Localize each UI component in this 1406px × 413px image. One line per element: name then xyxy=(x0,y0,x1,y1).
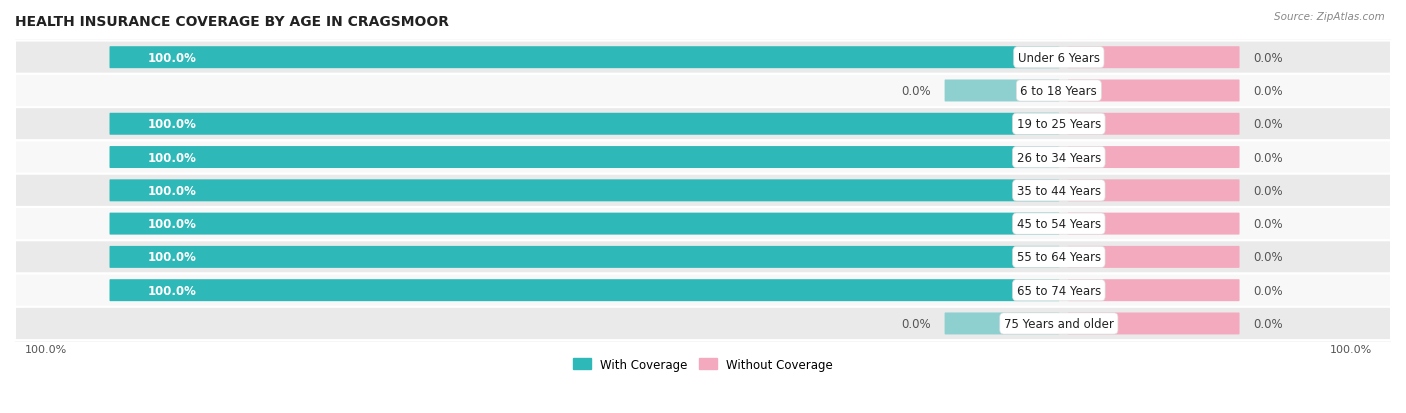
Text: 55 to 64 Years: 55 to 64 Years xyxy=(1017,251,1101,264)
Text: 100.0%: 100.0% xyxy=(24,344,66,354)
FancyBboxPatch shape xyxy=(1069,47,1240,69)
Text: Under 6 Years: Under 6 Years xyxy=(1018,52,1099,64)
Text: 100.0%: 100.0% xyxy=(1330,344,1372,354)
Text: 0.0%: 0.0% xyxy=(1253,118,1284,131)
FancyBboxPatch shape xyxy=(110,147,1059,169)
Text: 6 to 18 Years: 6 to 18 Years xyxy=(1021,85,1097,98)
Text: 0.0%: 0.0% xyxy=(1253,85,1284,98)
Text: 100.0%: 100.0% xyxy=(148,251,197,264)
Legend: With Coverage, Without Coverage: With Coverage, Without Coverage xyxy=(568,353,838,375)
Text: 0.0%: 0.0% xyxy=(1253,317,1284,330)
FancyBboxPatch shape xyxy=(110,180,1059,202)
FancyBboxPatch shape xyxy=(1069,114,1240,135)
Text: Source: ZipAtlas.com: Source: ZipAtlas.com xyxy=(1274,12,1385,22)
Text: 0.0%: 0.0% xyxy=(1253,184,1284,197)
FancyBboxPatch shape xyxy=(15,41,1391,75)
Text: 100.0%: 100.0% xyxy=(148,284,197,297)
FancyBboxPatch shape xyxy=(15,75,1391,108)
Text: 0.0%: 0.0% xyxy=(1253,218,1284,230)
Text: 100.0%: 100.0% xyxy=(148,218,197,230)
FancyBboxPatch shape xyxy=(1069,213,1240,235)
FancyBboxPatch shape xyxy=(15,174,1391,207)
FancyBboxPatch shape xyxy=(15,274,1391,307)
FancyBboxPatch shape xyxy=(1069,313,1240,335)
FancyBboxPatch shape xyxy=(1069,147,1240,169)
Text: 45 to 54 Years: 45 to 54 Years xyxy=(1017,218,1101,230)
FancyBboxPatch shape xyxy=(945,80,1059,102)
FancyBboxPatch shape xyxy=(110,47,1059,69)
Text: 65 to 74 Years: 65 to 74 Years xyxy=(1017,284,1101,297)
Text: 26 to 34 Years: 26 to 34 Years xyxy=(1017,151,1101,164)
FancyBboxPatch shape xyxy=(15,141,1391,174)
Text: 0.0%: 0.0% xyxy=(1253,151,1284,164)
FancyBboxPatch shape xyxy=(1069,246,1240,268)
FancyBboxPatch shape xyxy=(15,241,1391,274)
FancyBboxPatch shape xyxy=(110,246,1059,268)
Text: 0.0%: 0.0% xyxy=(901,317,931,330)
Text: 0.0%: 0.0% xyxy=(1253,52,1284,64)
Text: 100.0%: 100.0% xyxy=(148,151,197,164)
Text: 35 to 44 Years: 35 to 44 Years xyxy=(1017,184,1101,197)
FancyBboxPatch shape xyxy=(1069,280,1240,301)
FancyBboxPatch shape xyxy=(110,280,1059,301)
Text: 19 to 25 Years: 19 to 25 Years xyxy=(1017,118,1101,131)
Text: 100.0%: 100.0% xyxy=(148,52,197,64)
Text: 0.0%: 0.0% xyxy=(1253,284,1284,297)
FancyBboxPatch shape xyxy=(1069,80,1240,102)
FancyBboxPatch shape xyxy=(110,213,1059,235)
Text: 100.0%: 100.0% xyxy=(148,118,197,131)
FancyBboxPatch shape xyxy=(15,307,1391,340)
FancyBboxPatch shape xyxy=(110,114,1059,135)
Text: HEALTH INSURANCE COVERAGE BY AGE IN CRAGSMOOR: HEALTH INSURANCE COVERAGE BY AGE IN CRAG… xyxy=(15,15,449,29)
FancyBboxPatch shape xyxy=(1069,180,1240,202)
FancyBboxPatch shape xyxy=(15,108,1391,141)
Text: 100.0%: 100.0% xyxy=(148,184,197,197)
Text: 0.0%: 0.0% xyxy=(1253,251,1284,264)
FancyBboxPatch shape xyxy=(945,313,1059,335)
FancyBboxPatch shape xyxy=(15,207,1391,241)
Text: 0.0%: 0.0% xyxy=(901,85,931,98)
Text: 75 Years and older: 75 Years and older xyxy=(1004,317,1114,330)
